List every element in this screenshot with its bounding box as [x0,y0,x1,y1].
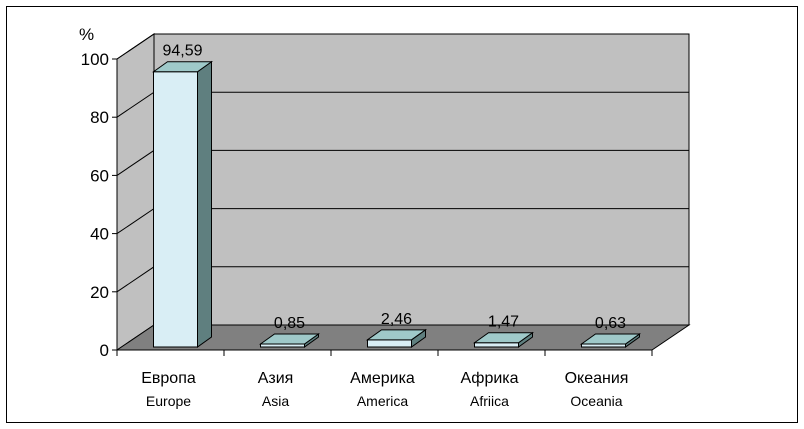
bar-front [153,71,198,348]
bar-front [474,342,519,348]
data-label: 2,46 [381,311,412,328]
category-label: Европа [141,370,196,387]
category-label: Азия [258,370,294,387]
category-label: Океания [565,370,629,387]
bar-chart: 0 20 40 60 80 100 94,59 Европа Europe 0,85 Азия Asi… [79,25,691,409]
data-label: 1,47 [488,314,519,331]
y-tick-label: 40 [90,225,109,244]
category-sublabel: Afriica [470,393,509,409]
bar [258,333,321,348]
bar-top [579,333,642,345]
bar-top [365,329,428,341]
category-label: Америка [350,370,415,387]
y-tick-label: 80 [90,108,109,127]
data-label: 94,59 [162,43,202,60]
data-label: 0,63 [595,315,626,332]
bars [151,60,642,348]
y-tick-label: 20 [90,283,109,302]
bar [472,331,535,348]
bar-front [367,339,412,348]
category-sublabel: Europe [146,393,191,409]
category-label: Африка [460,370,518,387]
bar [579,333,642,348]
bar-top [151,61,214,73]
category-sublabel: America [357,393,409,409]
back-wall [153,33,690,326]
data-label: 0,85 [274,315,305,332]
gridline [116,33,689,60]
bar-top [258,333,321,345]
category-sublabel: Oceania [570,393,622,409]
y-tick-label: 0 [100,341,109,360]
bar-side [197,60,212,348]
y-axis-unit-label: % [79,25,94,44]
bar [365,328,428,348]
labels: 0 20 40 60 80 100 94,59 Европа Europe 0,85 Азия Asi… [81,43,629,409]
y-tick-label: 100 [81,50,109,69]
bar-top [472,332,535,344]
side-wall [116,33,155,351]
category-sublabel: Asia [262,393,289,409]
chart-frame: 0 20 40 60 80 100 94,59 Европа Europe 0,85 Азия Asi… [6,6,798,423]
bar [151,60,214,348]
y-tick-label: 60 [90,166,109,185]
axes [112,58,653,356]
